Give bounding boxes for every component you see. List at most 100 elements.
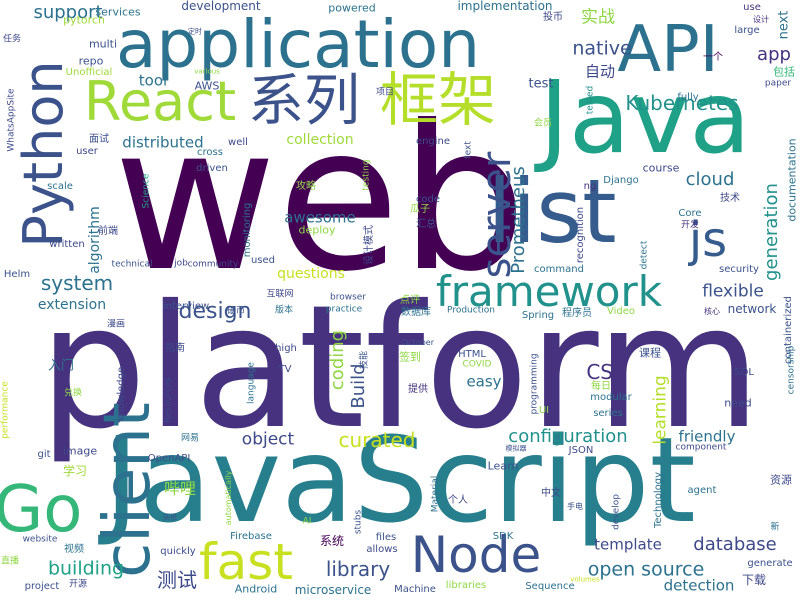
word-cjk-85: 会员 [533, 118, 553, 129]
word-material: Material [430, 475, 441, 513]
word-cjk-69: 包括 [773, 65, 795, 79]
word-test: test [528, 76, 554, 92]
word-language: language [246, 362, 257, 404]
word-next: next [776, 10, 792, 40]
word-cjk-160: 模拟器 [505, 444, 527, 453]
word-libraries: libraries [445, 580, 487, 591]
word-cjk-129: 指南 [165, 343, 185, 354]
word-monitoring: monitoring [242, 202, 253, 258]
word-distributed: distributed [122, 133, 204, 152]
word-prometheus: Prometheus [508, 166, 529, 274]
word-go: Go [0, 473, 83, 547]
word-network: network [727, 302, 777, 316]
word-video: Video [606, 306, 636, 317]
word-questions: questions [277, 266, 345, 282]
word-high: high [275, 343, 297, 354]
word-allows: allows [366, 544, 398, 555]
word-cjk-156: 学习 [62, 464, 88, 478]
word-cloud: cloud [685, 169, 735, 190]
word-cjk-65: 设计 [753, 15, 769, 24]
word-java: Java [539, 59, 751, 176]
word-node: Node [410, 526, 542, 584]
word-cjk-52: 自动 [584, 62, 616, 81]
word-configuration: configuration [508, 426, 628, 447]
word-science: Science [141, 173, 152, 209]
word-october: October [401, 338, 435, 347]
word-volumes: volumes [570, 575, 600, 584]
word-interview: interview [162, 301, 210, 312]
word-algorithm: algorithm [87, 206, 103, 274]
word-cjk-95: 汇总 [416, 219, 436, 230]
word-cjk-124: 程序员 [562, 308, 592, 319]
word-cjk-128: 漫画 [106, 319, 126, 330]
word-modular: modular [590, 392, 632, 403]
word-used: used [250, 255, 276, 266]
word-use: use [743, 2, 761, 13]
word-firebase: Firebase [230, 531, 272, 542]
word-list: list [487, 160, 617, 263]
word-cjk-170: 手电 [567, 502, 583, 511]
word-large: large [734, 25, 760, 36]
word-technology: Technology [653, 471, 664, 529]
word-aws: AWS [194, 79, 220, 93]
word-repo: repo [78, 54, 104, 68]
word-extension: extension [37, 297, 107, 313]
word-production: Production [447, 305, 495, 316]
word-machine: Machine [394, 584, 436, 595]
word-engine: engine [415, 136, 451, 147]
word-text: text [463, 141, 474, 159]
word-testing: testing [361, 159, 372, 191]
word-cjk-136: 入门 [47, 358, 75, 374]
word-cjk-121: 点评 [400, 295, 420, 306]
word-generation: generation [761, 183, 782, 281]
word-learn: Learn [487, 459, 519, 473]
word-sequence: Sequence [525, 581, 575, 592]
word-automatically: automatically [224, 470, 233, 526]
word-api: API [617, 13, 719, 87]
word-whatsappsite: WhatsAppSite [6, 88, 17, 152]
word-tv: TV [278, 364, 292, 375]
word-cjk-51: 实战 [581, 7, 615, 28]
word-design: design [178, 299, 252, 324]
word-awesome: awesome [284, 208, 356, 227]
word-open-source: open source [587, 558, 705, 581]
word-agent: agent [687, 485, 717, 496]
word-cjk-182: 新 [770, 522, 780, 533]
word-template: template [594, 535, 662, 554]
word-support: support [33, 2, 103, 23]
word-cjk-161: 资源 [770, 473, 792, 487]
word-cjk-63: 任务 [2, 34, 22, 45]
word-stubs: stubs [353, 509, 364, 535]
word-cjk-171: 装修 [163, 513, 177, 522]
word-user: user [76, 146, 98, 157]
word-cjk-173: 视频 [64, 544, 84, 555]
word-cjk-142: 兑换 [63, 388, 83, 399]
word-ai: AI [302, 516, 312, 527]
word-sql: SQL [734, 367, 754, 378]
word-cjk-114: 互联网 [266, 289, 294, 300]
word-cjk-38: 测试 [157, 568, 197, 592]
word-cjk-118: 硬币 [226, 306, 246, 317]
word-multi: multi [88, 37, 118, 51]
word-course: course [642, 161, 680, 175]
word-website: website [22, 534, 58, 545]
word-native: native [572, 37, 632, 60]
word-cjk-117: 版本 [274, 305, 294, 316]
word-detect: detect [639, 240, 650, 270]
word-paper: paper [764, 78, 792, 89]
word-database: database [693, 534, 777, 555]
word-cjk-100: 前端 [98, 226, 118, 237]
word-cjk-139: 每日 [591, 381, 611, 392]
word-microservice: microservice [294, 583, 372, 597]
word-technical: technical [111, 259, 153, 270]
word-javascript: JavaScript [104, 411, 696, 549]
word-series: series [593, 408, 623, 419]
word-recognition: recognition [575, 206, 586, 264]
word-cjk-185: 直播 [0, 556, 20, 567]
word-develop: develop [611, 494, 622, 530]
word-curated: curated [338, 428, 416, 452]
word-html: HTML [458, 349, 486, 360]
word-services: services [95, 5, 141, 19]
word-tool: tool [138, 71, 168, 90]
word-job: job [174, 258, 188, 269]
